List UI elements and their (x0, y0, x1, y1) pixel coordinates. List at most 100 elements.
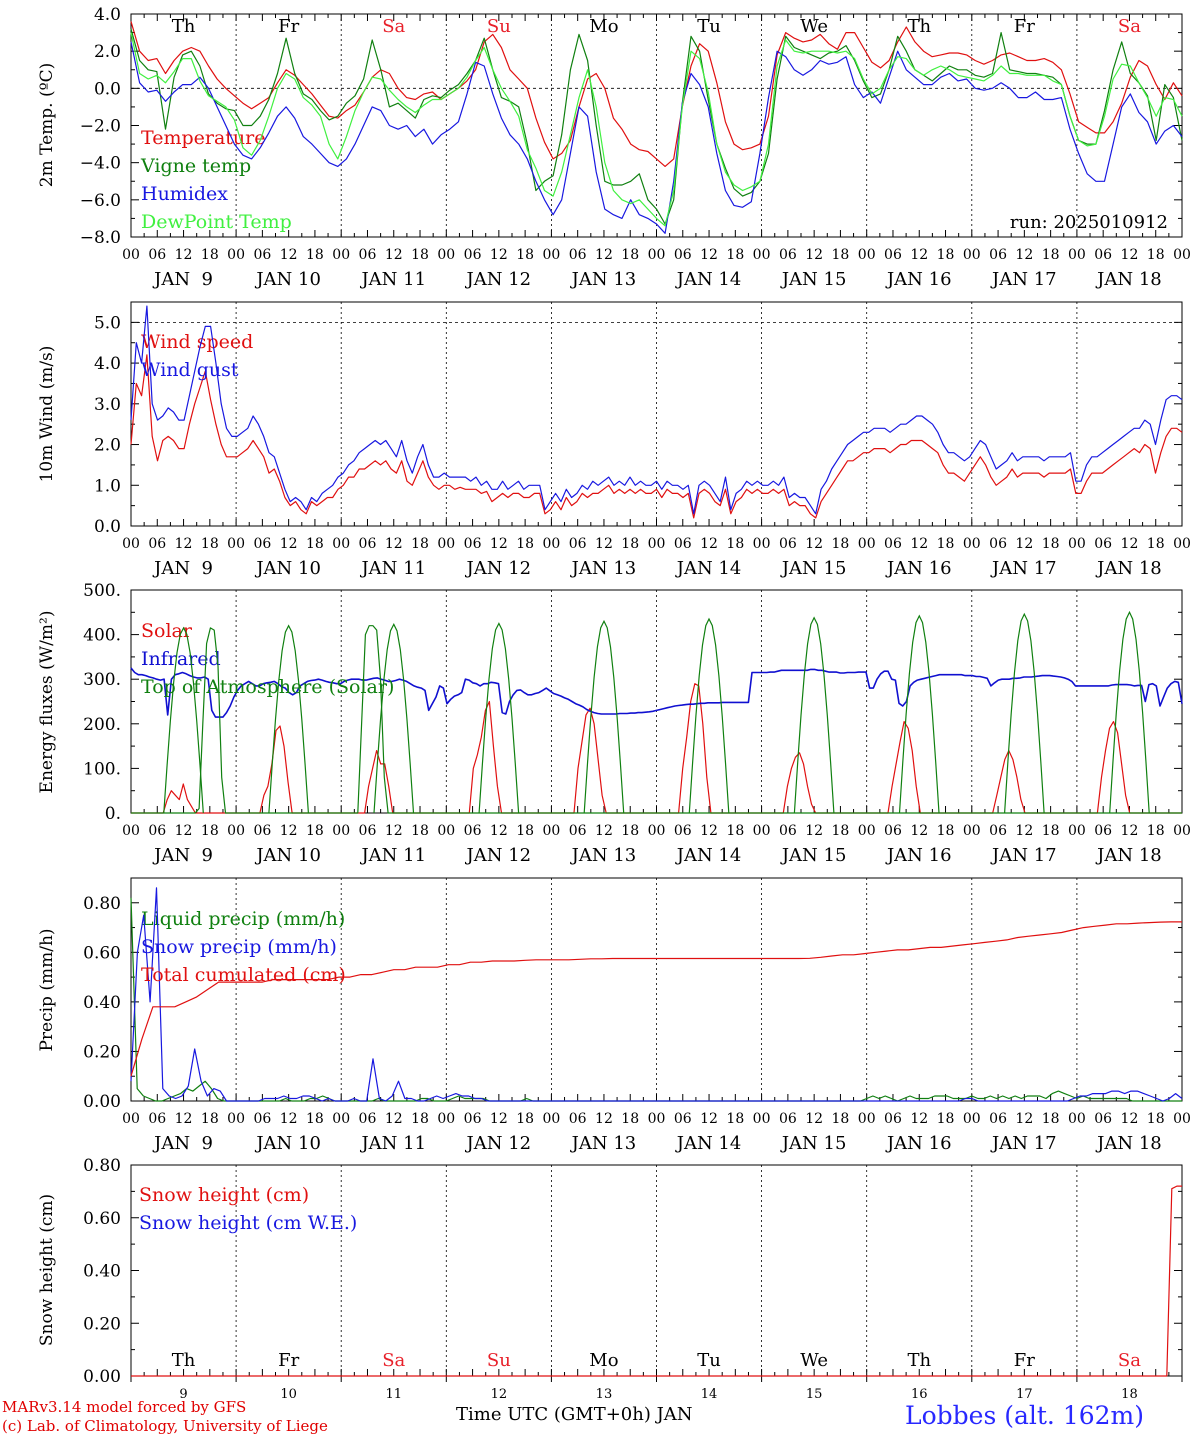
hour-tick-label: 00 (122, 247, 140, 263)
series-line-vigne-temp (130, 28, 1183, 225)
date-label: JAN 10 (254, 269, 321, 290)
hour-tick-label: 00 (1173, 247, 1191, 263)
hour-tick-label: 18 (516, 247, 534, 263)
hour-tick-label: 00 (1068, 247, 1086, 263)
hour-tick-label: 06 (989, 536, 1007, 552)
hour-tick-label: 00 (648, 823, 666, 839)
hour-tick-label: 12 (805, 823, 823, 839)
toa-solar-peak (1004, 612, 1045, 814)
hour-tick-label: 06 (464, 536, 482, 552)
hour-tick-label: 00 (648, 1111, 666, 1127)
hour-tick-label: 18 (1042, 1111, 1060, 1127)
series-line-snow-height-cm- (131, 1185, 1182, 1377)
day-number-label: 14 (701, 1387, 718, 1402)
hour-tick-label: 00 (122, 536, 140, 552)
date-label: JAN 16 (885, 269, 952, 290)
hour-tick-label: 06 (148, 1111, 166, 1127)
y-tick-label: 0.0 (94, 79, 121, 99)
y-axis-label: Snow height (cm) (37, 1194, 57, 1346)
legend-entry: Total cumulated (cm) (141, 964, 346, 986)
hour-tick-label: 18 (411, 823, 429, 839)
hour-tick-label: 00 (122, 1111, 140, 1127)
hour-tick-label: 18 (516, 536, 534, 552)
hour-tick-label: 18 (411, 536, 429, 552)
hour-tick-label: 06 (569, 536, 587, 552)
hour-tick-label: 18 (1147, 536, 1165, 552)
series-line-snow-precip-mm-h- (130, 887, 1183, 1102)
hour-tick-label: 18 (832, 247, 850, 263)
date-label: JAN 11 (359, 845, 426, 866)
hour-tick-label: 18 (306, 536, 324, 552)
hour-tick-label: 18 (621, 247, 639, 263)
hour-tick-label: 00 (963, 1111, 981, 1127)
hour-tick-label: 06 (674, 536, 692, 552)
y-tick-label: 300. (83, 670, 121, 690)
hour-tick-label: 18 (411, 1111, 429, 1127)
hour-tick-label: 06 (359, 1111, 377, 1127)
model-credit-line-2: (c) Lab. of Climatology, University of L… (2, 1417, 328, 1435)
hour-tick-label: 00 (542, 1111, 560, 1127)
hour-tick-label: 00 (753, 536, 771, 552)
hour-tick-label: 00 (332, 1111, 350, 1127)
date-label: JAN 9 (152, 269, 213, 290)
hour-tick-label: 12 (1015, 536, 1033, 552)
legend-entry: Top of Atmosphere (Solar) (141, 676, 394, 698)
hour-tick-label: 06 (1094, 823, 1112, 839)
model-credit-line-1: MARv3.14 model forced by GFS (2, 1398, 247, 1416)
hour-tick-label: 00 (437, 823, 455, 839)
hour-tick-label: 12 (1015, 247, 1033, 263)
hour-tick-label: 06 (989, 823, 1007, 839)
hour-tick-label: 06 (569, 1111, 587, 1127)
y-axis-label: 10m Wind (m/s) (37, 346, 57, 483)
hour-tick-label: 12 (700, 536, 718, 552)
toa-solar-peak (268, 624, 309, 814)
model-credit: MARv3.14 model forced by GFS (c) Lab. of… (2, 1398, 328, 1436)
date-label: JAN 17 (990, 845, 1057, 866)
hour-tick-label: 12 (385, 536, 403, 552)
hour-tick-label: 12 (1121, 536, 1139, 552)
hour-tick-label: 00 (858, 1111, 876, 1127)
hour-tick-label: 18 (621, 823, 639, 839)
hour-tick-label: 12 (175, 247, 193, 263)
hour-tick-label: 12 (385, 1111, 403, 1127)
date-label: JAN 15 (780, 269, 847, 290)
weekday-label: Mo (589, 1350, 618, 1371)
hour-tick-label: 06 (359, 823, 377, 839)
legend-entry: Temperature (141, 127, 265, 149)
weekday-label: Th (172, 16, 196, 37)
date-label: JAN 18 (1095, 558, 1162, 579)
day-number-label: 11 (385, 1387, 402, 1402)
hour-tick-label: 18 (937, 247, 955, 263)
y-tick-label: 200. (83, 715, 121, 735)
hour-tick-label: 00 (858, 536, 876, 552)
y-tick-label: 0.80 (83, 894, 121, 914)
hour-tick-label: 12 (280, 536, 298, 552)
hour-tick-label: 06 (884, 247, 902, 263)
date-label: JAN 17 (990, 1133, 1057, 1154)
hour-tick-label: 12 (280, 1111, 298, 1127)
hour-tick-label: 06 (464, 247, 482, 263)
y-tick-label: 0.20 (83, 1314, 121, 1334)
hour-tick-label: 06 (464, 823, 482, 839)
y-tick-label: 100. (83, 759, 121, 779)
hour-tick-label: 00 (648, 247, 666, 263)
date-label: JAN 14 (675, 558, 742, 579)
hour-tick-label: 12 (1015, 823, 1033, 839)
hour-tick-label: 06 (884, 1111, 902, 1127)
date-label: JAN 11 (359, 1133, 426, 1154)
station-name: Lobbes (alt. 162m) (905, 1401, 1145, 1430)
toa-solar-peak (583, 619, 625, 814)
hour-tick-label: 18 (306, 247, 324, 263)
date-label: JAN 10 (254, 845, 321, 866)
hour-tick-label: 12 (910, 823, 928, 839)
hour-tick-label: 12 (805, 247, 823, 263)
weekday-label: Fr (278, 16, 299, 37)
hour-tick-label: 18 (621, 1111, 639, 1127)
date-label: JAN 14 (675, 1133, 742, 1154)
hour-tick-label: 00 (1068, 823, 1086, 839)
hour-tick-label: 18 (937, 823, 955, 839)
date-label: JAN 13 (570, 1133, 637, 1154)
date-label: JAN 10 (254, 1133, 321, 1154)
